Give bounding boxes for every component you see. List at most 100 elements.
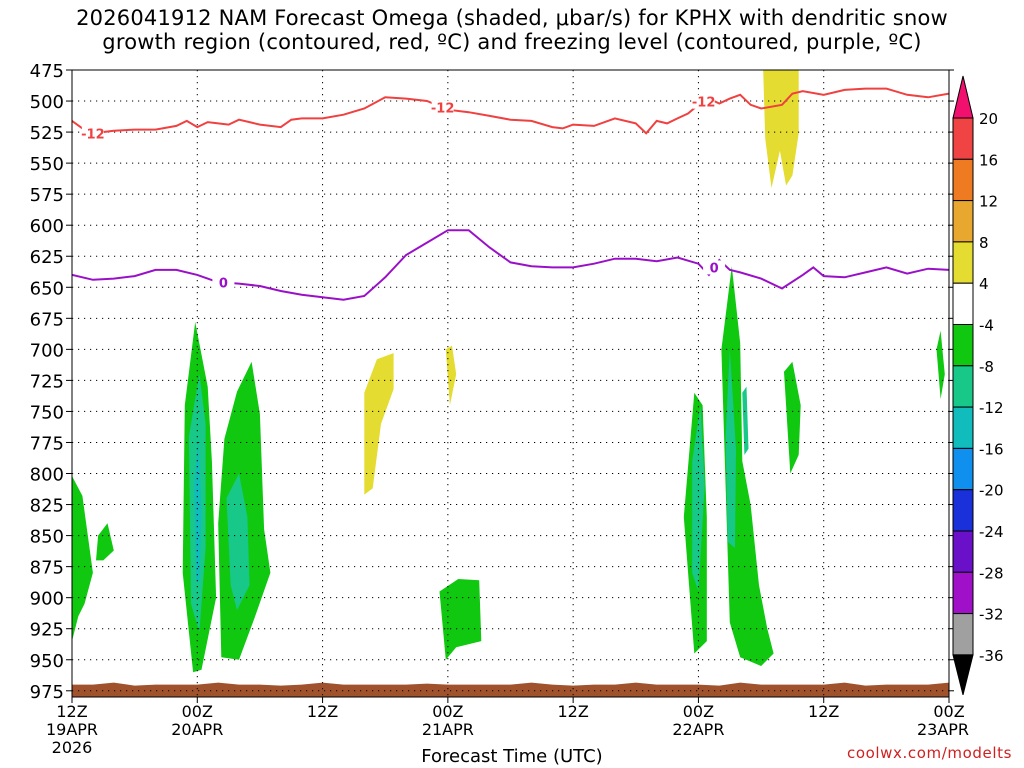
x-date-label-1: 20APR — [171, 720, 223, 739]
colorbar-label-6: -8 — [979, 358, 994, 376]
omega-region-2-0 — [194, 436, 202, 583]
colorbar-label-13: -36 — [979, 647, 1004, 665]
surface-terrain — [72, 682, 949, 697]
x-tick-label-6: 12Z — [808, 702, 839, 721]
contour-label-bg-0-2 — [692, 94, 715, 109]
x-tick-label-1: 00Z — [182, 702, 213, 721]
y-tick-label-11: 750 — [30, 402, 64, 423]
omega-region-3-0 — [364, 353, 394, 495]
omega-region-1-1 — [226, 473, 250, 611]
contour-label-bg-1-1 — [703, 260, 726, 275]
colorbar-swatch-2 — [952, 158, 974, 202]
contour-label-0-2: -12 — [692, 96, 716, 111]
x-year-label-0: 2026 — [52, 738, 93, 757]
grid — [72, 70, 949, 697]
y-tick-label-6: 625 — [30, 247, 64, 268]
colorbar-label-4: 4 — [979, 275, 989, 293]
omega-region-1-3 — [725, 349, 736, 548]
chart-title: 2026041912 NAM Forecast Omega (shaded, μ… — [0, 6, 1024, 54]
x-axis-title: Forecast Time (UTC) — [421, 746, 603, 767]
x-tick-label-3: 00Z — [432, 702, 463, 721]
colorbar: 20 16 12 8 4 -4 -8 -12 -16 -20 -24 -28 -32 -36 — [952, 75, 1004, 696]
x-date-label-7: 23APR — [917, 720, 969, 739]
omega-region-0-8 — [936, 330, 945, 399]
contours: -12 -12 -12 0 0 — [72, 87, 949, 301]
contour-label-bg-1-0 — [212, 275, 235, 290]
colorbar-swatch-11 — [952, 530, 974, 573]
y-tick-label-3: 550 — [30, 154, 64, 175]
plot-frame — [71, 69, 950, 698]
colorbar-bottom-arrow — [952, 654, 974, 696]
y-tick-label-4: 575 — [30, 185, 64, 206]
contour-label-bg-0-1 — [431, 100, 454, 115]
contour-label-0-0: -12 — [81, 127, 105, 142]
contour-label-0-1: -12 — [431, 102, 455, 117]
y-tick-label-18: 925 — [30, 620, 64, 641]
y-tick-label-13: 800 — [30, 465, 64, 486]
omega-region-0-6 — [721, 266, 774, 666]
x-tick-label-2: 12Z — [307, 702, 338, 721]
x-tick-label-4: 12Z — [557, 702, 588, 721]
y-tick-label-0: 475 — [30, 61, 64, 82]
y-tick-label-14: 825 — [30, 496, 64, 517]
plot-background — [72, 70, 949, 697]
colorbar-top-arrow — [952, 75, 974, 119]
x-tick-label-0: 12Z — [56, 702, 87, 721]
omega-region-3-1 — [445, 345, 457, 406]
colorbar-swatch-6 — [952, 324, 974, 367]
credit-text: coolwx.com/modelts — [847, 744, 1012, 762]
x-date-label-3: 21APR — [422, 720, 474, 739]
colorbar-swatch-9 — [952, 447, 974, 491]
colorbar-swatch-3 — [952, 200, 974, 243]
contour-label-1-0: 0 — [219, 277, 228, 292]
omega-shading — [72, 70, 949, 697]
y-tick-label-20: 975 — [30, 682, 64, 703]
omega-region-0-4 — [439, 579, 482, 660]
contour-label-1-1: 0 — [710, 261, 719, 276]
y-tick-label-8: 675 — [30, 309, 64, 330]
y-tick-label-19: 950 — [30, 651, 64, 672]
y-tick-label-16: 875 — [30, 558, 64, 579]
colorbar-label-7: -12 — [979, 399, 1004, 417]
y-tick-label-15: 850 — [30, 527, 64, 548]
omega-region-0-0 — [72, 476, 93, 642]
colorbar-label-11: -28 — [979, 564, 1004, 582]
colorbar-swatch-13 — [952, 613, 974, 656]
omega-region-1-2 — [692, 405, 705, 592]
colorbar-label-12: -32 — [979, 606, 1004, 624]
colorbar-swatch-7 — [952, 365, 974, 408]
y-tick-label-10: 725 — [30, 371, 64, 392]
colorbar-swatch-10 — [952, 489, 974, 532]
colorbar-swatch-5 — [952, 282, 974, 326]
colorbar-swatch-4 — [952, 241, 974, 284]
x-tick-label-7: 00Z — [933, 702, 964, 721]
colorbar-swatch-8 — [952, 406, 974, 449]
y-tick-label-5: 600 — [30, 216, 64, 237]
colorbar-label-8: -16 — [979, 440, 1004, 458]
colorbar-label-0: 20 — [979, 110, 998, 128]
omega-region-1-4 — [742, 386, 749, 455]
colorbar-label-2: 12 — [979, 193, 998, 211]
colorbar-swatch-1 — [952, 117, 974, 160]
y-tick-label-1: 500 — [30, 92, 64, 113]
colorbar-swatch-12 — [952, 571, 974, 615]
x-date-label-5: 22APR — [672, 720, 724, 739]
y-tick-label-12: 775 — [30, 433, 64, 454]
contour-label-bg-0-0 — [81, 126, 104, 141]
colorbar-label-5: -4 — [979, 317, 994, 335]
omega-region-0-1 — [96, 523, 114, 561]
x-date-label-0: 19APR — [46, 720, 98, 739]
colorbar-label-10: -24 — [979, 523, 1004, 541]
contour-line-0 — [72, 87, 949, 135]
x-tick-label-5: 00Z — [683, 702, 714, 721]
omega-region-0-7 — [784, 361, 801, 474]
colorbar-label-1: 16 — [979, 151, 998, 169]
y-tick-label-9: 700 — [30, 340, 64, 361]
omega-region-3-2 — [763, 70, 799, 188]
y-tick-label-7: 650 — [30, 278, 64, 299]
colorbar-label-3: 8 — [979, 234, 989, 252]
title-line-2: growth region (contoured, red, ºC) and f… — [102, 30, 922, 54]
title-line-1: 2026041912 NAM Forecast Omega (shaded, μ… — [76, 6, 948, 30]
